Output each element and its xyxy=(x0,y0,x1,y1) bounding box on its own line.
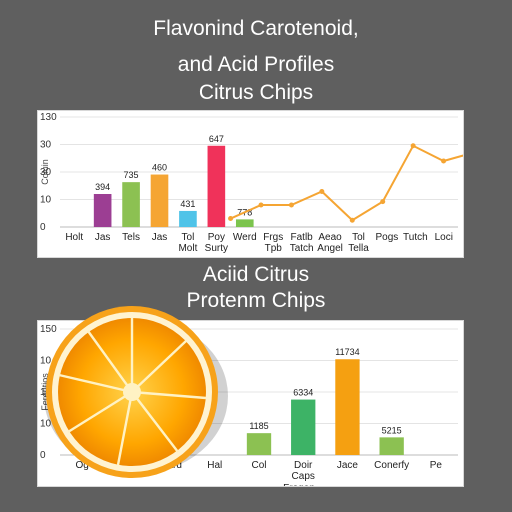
bar-data-label: 11734 xyxy=(335,347,359,357)
x-category-label: Mard xyxy=(159,460,182,471)
bar-data-label: 346 xyxy=(163,377,178,387)
bar xyxy=(235,219,254,227)
x-category-label: Angel xyxy=(317,243,343,254)
y-axis-label: Coluin xyxy=(40,159,50,185)
section2-title-line1: Aciid Citrus xyxy=(202,263,310,286)
bar-data-label: 394 xyxy=(95,182,110,192)
bar xyxy=(379,437,404,455)
x-axis-extra-label: Frogan xyxy=(283,483,315,486)
x-category-label: Hal xyxy=(207,460,222,471)
x-category-label: Jas xyxy=(95,232,111,243)
bar-data-label: 179 xyxy=(119,429,134,439)
bar xyxy=(150,174,169,227)
bar xyxy=(291,399,316,455)
chart-title-line1: Flavonind Carotenoid, xyxy=(153,17,359,40)
bar xyxy=(207,145,226,227)
bar-data-label: 1185 xyxy=(249,421,268,431)
x-category-label: Jas xyxy=(152,232,168,243)
bar-data-label: 735 xyxy=(124,170,139,180)
x-category-label: Tol xyxy=(182,232,195,243)
x-category-label: Poy xyxy=(208,232,225,243)
x-category-label: Tella xyxy=(348,243,369,254)
line-point xyxy=(349,217,355,223)
line-point xyxy=(380,199,386,205)
chart-title-line2: and Acid Profiles xyxy=(177,53,335,76)
y-tick-label: 10 xyxy=(40,387,52,398)
x-category-label: Loci xyxy=(435,232,453,243)
bar xyxy=(158,388,183,455)
y-tick-label: 0 xyxy=(40,450,46,461)
x-category-label: Holt xyxy=(65,232,83,243)
y-tick-label: 130 xyxy=(40,112,57,123)
bar-data-label: 460 xyxy=(152,163,167,173)
x-category-label: Tels xyxy=(122,232,140,243)
y-tick-label: 10 xyxy=(40,419,52,430)
bar-data-label: 6334 xyxy=(293,388,313,398)
x-category-label: Caps xyxy=(292,471,315,482)
x-category-label: Pe xyxy=(430,460,443,471)
x-category-label: Aeao xyxy=(318,232,342,243)
bar xyxy=(122,182,140,227)
line-point xyxy=(288,202,294,208)
chart2-svg: 150 10 10 10 0 Ferentios Og Whovey Mard Hal Col Doi… xyxy=(40,324,458,486)
y-tick-label: 10 xyxy=(40,356,52,367)
y-axis-label: Ferentios xyxy=(40,373,50,411)
x-category-label: Og xyxy=(75,460,88,471)
chart-title-line3: Citrus Chips xyxy=(198,81,314,104)
series-line xyxy=(230,144,463,222)
y-tick-label: 30 xyxy=(40,167,52,178)
x-category-label: Molt xyxy=(178,243,197,254)
x-category-label: Whovey xyxy=(108,460,144,471)
x-category-label: Surty xyxy=(205,243,228,254)
bar-data-label: 647 xyxy=(209,134,224,144)
x-category-label: Tutch xyxy=(403,232,428,243)
line-point xyxy=(441,158,447,164)
x-category-label: Frgs xyxy=(263,232,283,243)
y-tick-label: 150 xyxy=(40,324,57,335)
bar-data-label: 5215 xyxy=(382,425,402,435)
y-tick-label: 10 xyxy=(40,195,52,206)
chart1-panel: 130 30 30 10 0 Coluin Holt Jas Tels Jas Tol Molt Poy… xyxy=(37,110,464,258)
x-category-label: Col xyxy=(251,460,266,471)
x-category-label: Werd xyxy=(233,232,257,243)
bar xyxy=(114,440,139,455)
x-category-label: Tol xyxy=(352,232,365,243)
chart2-panel: 150 10 10 10 0 Ferentios Og Whovey Mard Hal Col Doi… xyxy=(37,320,464,487)
x-category-label: Tatch xyxy=(290,243,314,254)
line-point xyxy=(228,216,234,222)
x-category-label: Fatlb xyxy=(291,232,314,243)
line-point xyxy=(410,143,416,149)
x-category-label: Pogs xyxy=(376,232,399,243)
bar xyxy=(179,210,197,227)
line-point xyxy=(258,202,264,208)
bar xyxy=(335,359,360,455)
y-tick-label: 30 xyxy=(40,140,52,151)
bar xyxy=(93,194,112,227)
line-point xyxy=(319,188,325,194)
bar xyxy=(246,433,272,455)
bar-data-label: 431 xyxy=(180,199,195,209)
x-category-label: Conerfy xyxy=(374,460,409,471)
section2-title-line2: Protenm Chips xyxy=(186,289,326,312)
x-category-label: Jace xyxy=(337,460,359,471)
x-category-label: Tpb xyxy=(265,243,283,254)
x-category-label: Doir xyxy=(294,460,313,471)
y-tick-label: 0 xyxy=(40,222,46,233)
